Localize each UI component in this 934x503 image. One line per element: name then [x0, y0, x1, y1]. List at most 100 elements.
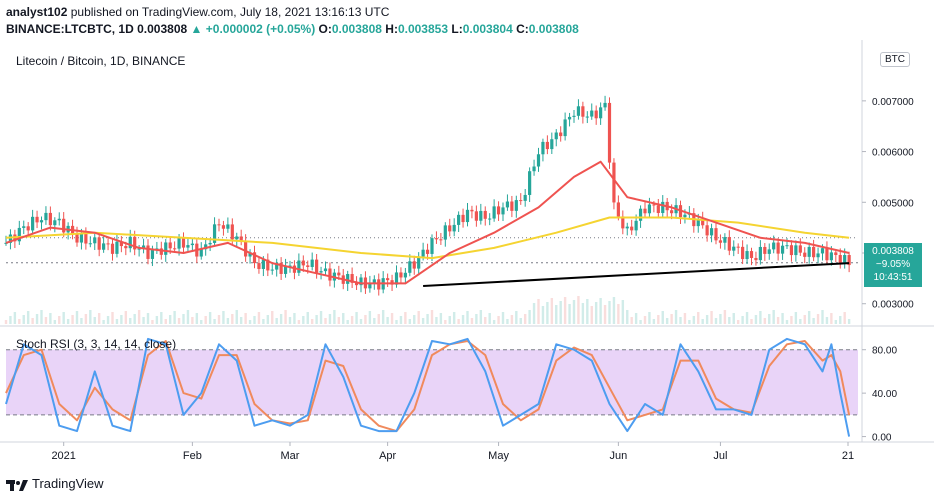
open-value: 0.003808: [331, 22, 382, 36]
volume-bar: [191, 317, 194, 324]
candle-body: [838, 255, 842, 264]
candle-body: [301, 260, 305, 266]
candle-body: [346, 274, 350, 284]
candle-body: [133, 236, 137, 250]
volume-bar: [18, 319, 21, 324]
tradingview-logo[interactable]: TradingView: [6, 476, 104, 492]
candle-body: [75, 233, 79, 243]
volume-bar: [399, 316, 403, 324]
rsi-tick-label: 80.00: [872, 346, 897, 357]
volume-bar: [790, 316, 793, 324]
chart-frame[interactable]: 0.0030000.0040000.0050000.0060000.007000…: [0, 40, 934, 470]
candle-body: [164, 242, 168, 255]
volume-bar: [146, 313, 150, 324]
candle-body: [630, 226, 634, 231]
volume-bar: [195, 313, 199, 324]
candle-body: [767, 249, 771, 254]
candle-body: [834, 252, 838, 256]
candle-body: [625, 226, 629, 229]
candle-body: [457, 214, 461, 225]
volume-bar: [794, 312, 798, 324]
volume-bar: [599, 298, 602, 324]
support-trendline: [423, 262, 850, 287]
volume-bar: [297, 320, 301, 324]
rsi-tick-label: 40.00: [872, 389, 897, 400]
candle-body: [217, 224, 221, 226]
volume-bar: [355, 312, 358, 324]
candle-body: [776, 242, 780, 254]
candle-body: [798, 245, 802, 253]
volume-bar: [621, 300, 625, 324]
candle-body: [212, 224, 217, 243]
candle-body: [79, 233, 84, 243]
time-tick-label: Feb: [183, 450, 202, 462]
volume-bar: [839, 316, 842, 324]
author-name[interactable]: analyst102: [6, 5, 68, 19]
volume-bar: [13, 312, 17, 324]
candle-body: [812, 246, 816, 258]
candle-body: [190, 243, 194, 246]
volume-bar: [586, 299, 589, 324]
volume-bar: [754, 315, 758, 324]
candle-body: [17, 227, 21, 242]
stoch-d-line: [5, 340, 851, 433]
candle-body: [532, 166, 536, 172]
chart-svg[interactable]: 0.0030000.0040000.0050000.0060000.007000…: [0, 40, 934, 470]
candle-body: [62, 218, 66, 233]
candle-body: [359, 277, 363, 286]
candle-body: [599, 107, 603, 119]
rsi-tick-label: 0.00: [872, 433, 892, 444]
candle-body: [621, 216, 625, 229]
candle-body: [554, 132, 558, 140]
volume-bar: [226, 318, 230, 324]
candle-body: [310, 259, 314, 267]
candle-body: [235, 236, 239, 240]
volume-bar: [142, 317, 145, 324]
ma-fast-line: [5, 160, 850, 285]
volume-bar: [262, 319, 265, 324]
volume-bar: [97, 313, 101, 324]
candle-body: [594, 110, 598, 119]
volume-bar: [759, 311, 762, 324]
volume-bar: [430, 310, 434, 324]
volume-bar: [523, 314, 527, 324]
candle-body: [390, 280, 394, 285]
volume-bar: [479, 310, 483, 324]
candle-body: [261, 259, 265, 269]
volume-bar: [705, 315, 709, 324]
candle-body: [452, 224, 456, 232]
candle-body: [461, 214, 465, 223]
candle-body: [22, 226, 26, 228]
candle-body: [803, 252, 807, 257]
volume-bar: [750, 319, 753, 324]
candle-body: [785, 245, 789, 247]
candle-body: [696, 218, 700, 227]
volume-bar: [408, 319, 412, 324]
volume-bar: [58, 316, 61, 324]
volume-bar: [776, 317, 780, 324]
candle-body: [208, 242, 212, 245]
candle-body: [297, 260, 301, 273]
candle-body: [430, 238, 434, 254]
volume-bar: [22, 315, 25, 324]
close-value: 0.003808: [528, 22, 579, 36]
candle-body: [434, 238, 439, 240]
candle-body: [492, 206, 496, 219]
candle-body: [714, 228, 718, 241]
volume-bar: [550, 298, 554, 324]
candle-body: [368, 282, 372, 289]
candle-body: [670, 210, 674, 214]
volume-bar: [71, 315, 74, 324]
volume-bar: [164, 319, 167, 324]
volume-bar: [537, 299, 540, 324]
candle-body: [576, 106, 581, 116]
candle-body: [732, 246, 736, 251]
candle-body: [248, 252, 252, 257]
candle-body: [266, 259, 270, 271]
rsi-pane-title: Stoch RSI (3, 3, 14, 14, close): [16, 337, 177, 351]
currency-tag[interactable]: BTC: [880, 52, 910, 67]
candle-body: [559, 132, 563, 137]
candle-body: [88, 243, 92, 245]
volume-bar: [563, 297, 567, 324]
candle-body: [226, 224, 230, 229]
